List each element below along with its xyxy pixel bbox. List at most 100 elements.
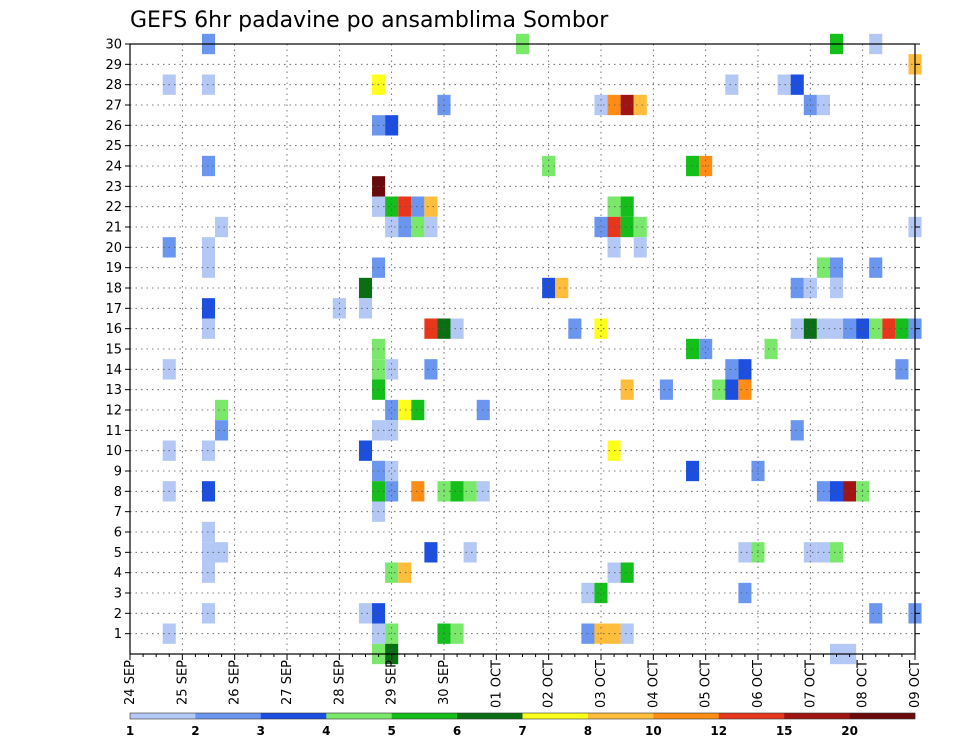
data-cell <box>424 542 437 562</box>
y-tick-label: 12 <box>105 404 122 419</box>
data-cell <box>215 400 228 420</box>
y-tick-label: 15 <box>105 343 122 358</box>
y-tick-label: 2 <box>114 607 122 622</box>
y-tick-label: 16 <box>105 322 122 337</box>
data-cell <box>634 237 647 257</box>
data-cell <box>830 319 843 339</box>
data-cell <box>634 95 647 115</box>
data-cell <box>424 319 437 339</box>
colorbar-segment <box>130 713 196 719</box>
y-tick-label: 18 <box>105 282 122 297</box>
x-tick-label: 30 SEP <box>437 660 452 705</box>
chart-title: GEFS 6hr padavine po ansamblima Sombor <box>130 8 609 33</box>
data-cell <box>869 258 882 278</box>
data-cell <box>424 217 437 237</box>
data-cell <box>738 380 751 400</box>
colorbar-label: 20 <box>841 724 858 738</box>
data-cell <box>738 359 751 379</box>
colorbar-segment <box>588 713 654 719</box>
data-cell <box>634 217 647 237</box>
x-axis: 24 SEP 25 SEP 26 SEP 27 SEP 28 SEP 29 SEP 30 S… <box>123 654 923 708</box>
colorbar-segment <box>326 713 392 719</box>
colorbar-segment <box>719 713 785 719</box>
y-tick-label: 3 <box>114 587 122 602</box>
data-cell <box>451 481 464 501</box>
x-tick-label: 28 SEP <box>332 660 347 705</box>
colorbar-label: 7 <box>518 724 526 738</box>
data-cell <box>385 197 398 217</box>
data-cell <box>359 603 372 623</box>
colorbar-segment <box>784 713 850 719</box>
x-tick-label: 29 SEP <box>385 660 400 705</box>
y-tick-label: 27 <box>105 99 122 114</box>
colorbar-segment <box>523 713 589 719</box>
y-tick-label: 7 <box>114 505 122 520</box>
x-tick-label: 09 OCT <box>908 660 923 708</box>
y-tick-label: 22 <box>105 200 122 215</box>
colorbar-label: 8 <box>584 724 592 738</box>
colorbar-label: 3 <box>257 724 265 738</box>
x-tick-label: 27 SEP <box>280 660 295 705</box>
data-cell <box>215 542 228 562</box>
data-cell <box>830 542 843 562</box>
x-tick-label: 03 OCT <box>594 660 609 708</box>
y-tick-label: 26 <box>105 119 122 134</box>
colorbar-segment <box>457 713 523 719</box>
data-cell <box>215 217 228 237</box>
colorbar-segment <box>653 713 719 719</box>
grid-layer <box>130 44 915 654</box>
colorbar: 1 2 3 4 5 6 7 8 10 12 15 20 <box>126 713 915 738</box>
data-cell <box>765 339 778 359</box>
colorbar-label: 1 <box>126 724 134 738</box>
x-tick-label: 08 OCT <box>856 660 871 708</box>
data-cell <box>660 380 673 400</box>
y-tick-label: 4 <box>114 566 122 581</box>
data-cell <box>555 278 568 298</box>
x-tick-label: 05 OCT <box>699 660 714 708</box>
data-cell <box>451 624 464 644</box>
data-cell <box>738 542 751 562</box>
x-tick-label: 26 SEP <box>228 660 243 705</box>
data-cell <box>451 319 464 339</box>
colorbar-segment <box>392 713 458 719</box>
data-cell <box>424 197 437 217</box>
colorbar-label: 4 <box>322 724 330 738</box>
y-tick-label: 6 <box>114 526 122 541</box>
y-tick-label: 1 <box>114 627 122 642</box>
x-tick-label: 02 OCT <box>542 660 557 708</box>
colorbar-segment <box>195 713 261 719</box>
y-tick-label: 14 <box>105 363 122 378</box>
y-tick-label: 5 <box>114 546 122 561</box>
x-tick-label: 24 SEP <box>123 660 138 705</box>
data-cell <box>215 420 228 440</box>
y-tick-label: 23 <box>105 180 122 195</box>
y-tick-label: 10 <box>105 444 122 459</box>
data-cell <box>869 603 882 623</box>
data-cell <box>385 461 398 481</box>
plot-frame <box>130 44 915 654</box>
x-tick-label: 01 OCT <box>489 660 504 708</box>
y-tick-label: 25 <box>105 139 122 154</box>
y-tick-label: 13 <box>105 383 122 398</box>
colorbar-label: 2 <box>191 724 199 738</box>
y-tick-label: 8 <box>114 485 122 500</box>
data-cell <box>830 278 843 298</box>
y-tick-label: 17 <box>105 302 122 317</box>
y-tick-label: 30 <box>105 38 122 53</box>
data-cell <box>359 298 372 318</box>
data-cell <box>359 441 372 461</box>
data-cell <box>830 481 843 501</box>
x-tick-label: 25 SEP <box>175 660 190 705</box>
data-cell <box>869 319 882 339</box>
y-tick-label: 29 <box>105 58 122 73</box>
x-tick-label: 04 OCT <box>646 660 661 708</box>
colorbar-label: 6 <box>453 724 461 738</box>
data-cell <box>424 359 437 379</box>
data-cell <box>359 278 372 298</box>
y-tick-label: 20 <box>105 241 122 256</box>
y-tick-label: 28 <box>105 78 122 93</box>
data-cell <box>738 583 751 603</box>
x-tick-label: 06 OCT <box>751 660 766 708</box>
colorbar-segment <box>850 713 916 719</box>
